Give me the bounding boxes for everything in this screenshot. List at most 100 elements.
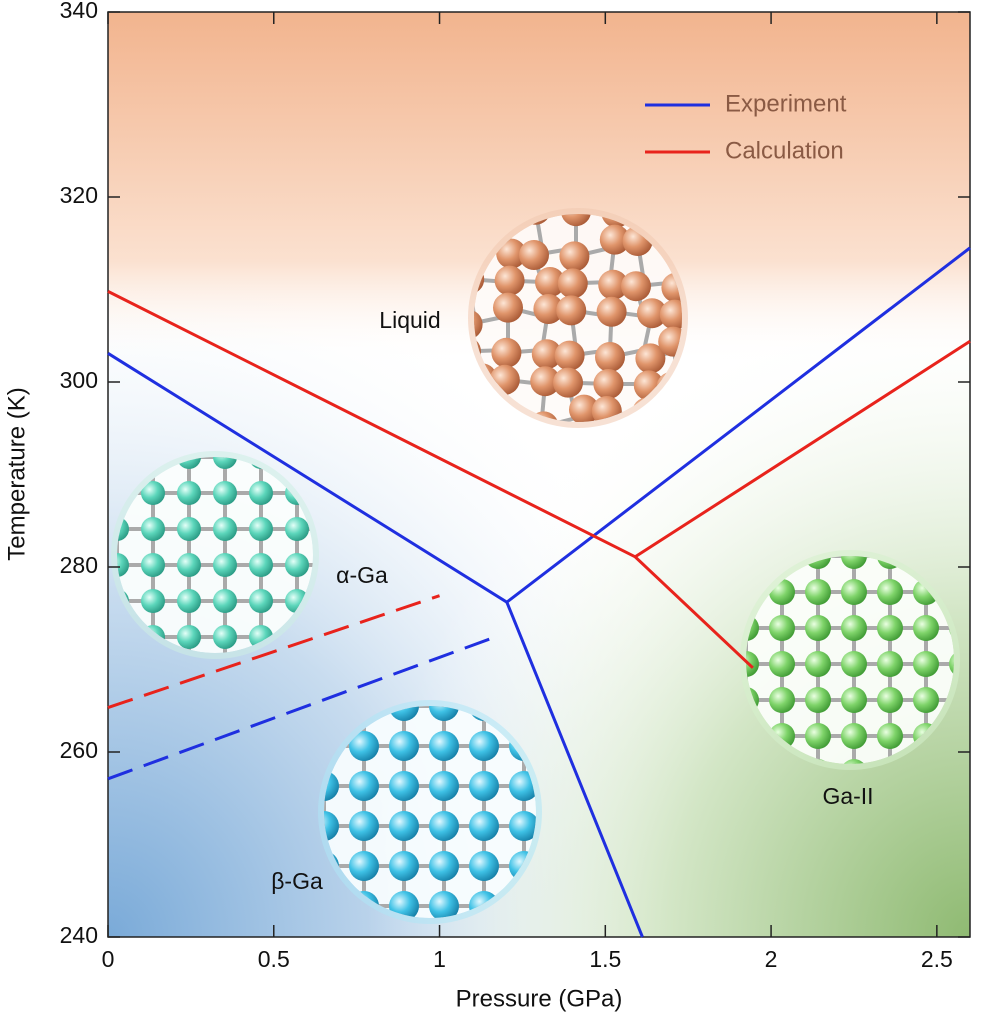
atom	[349, 851, 379, 881]
y-tick-label: 340	[60, 0, 98, 23]
atom	[429, 731, 459, 761]
atom	[491, 337, 522, 368]
legend-label: Experiment	[725, 90, 847, 117]
atom	[841, 687, 867, 713]
atom	[429, 811, 459, 841]
atom	[349, 771, 379, 801]
atom	[769, 615, 795, 641]
atom	[841, 579, 867, 605]
atom	[841, 651, 867, 677]
atom	[213, 457, 237, 469]
structures	[111, 208, 960, 924]
atom	[141, 553, 165, 577]
atom	[429, 891, 459, 918]
atom	[599, 224, 630, 255]
atom	[913, 651, 939, 677]
x-tick-label: 1	[433, 946, 446, 972]
atom	[177, 553, 201, 577]
x-tick-label: 1.5	[589, 946, 621, 972]
y-tick-label: 260	[60, 737, 98, 763]
atom	[746, 651, 759, 677]
background	[108, 12, 970, 937]
atom	[213, 553, 237, 577]
atom	[496, 238, 527, 269]
y-axis-label: Temperature (K)	[3, 387, 30, 560]
atom	[389, 706, 419, 721]
atom	[285, 517, 309, 541]
atom	[635, 343, 666, 374]
atom	[530, 366, 561, 397]
atom	[841, 556, 867, 569]
atom	[249, 553, 273, 577]
atom	[349, 811, 379, 841]
atom	[561, 214, 591, 227]
atom	[249, 517, 273, 541]
atom	[877, 579, 903, 605]
phase-line	[505, 601, 644, 938]
phase-line	[107, 290, 971, 559]
atom	[141, 517, 165, 541]
atom	[469, 811, 499, 841]
atom	[213, 481, 237, 505]
x-tick-label: 2.5	[921, 946, 953, 972]
bond	[543, 416, 577, 422]
atom	[349, 731, 379, 761]
dashed-line	[107, 634, 498, 781]
atom	[494, 265, 525, 296]
atom	[531, 339, 562, 370]
atom	[598, 269, 629, 300]
atom	[877, 615, 903, 641]
dashed-line	[107, 594, 441, 710]
y-tick-label: 240	[60, 922, 98, 948]
atom	[659, 299, 682, 330]
atom	[117, 553, 129, 577]
y-tick-label: 300	[60, 367, 98, 393]
atom	[769, 651, 795, 677]
atom	[556, 295, 587, 326]
phase-label: β-Ga	[271, 868, 323, 894]
atom	[637, 298, 667, 329]
atom	[877, 687, 903, 713]
atom	[805, 651, 831, 677]
phase-label: α-Ga	[336, 562, 388, 588]
plot-frame	[107, 11, 971, 938]
atom	[877, 651, 903, 677]
atom	[877, 723, 903, 749]
atom	[213, 517, 237, 541]
x-tick-label: 0.5	[258, 946, 290, 972]
atom	[519, 240, 549, 270]
atom	[324, 811, 339, 841]
atom	[535, 267, 565, 297]
atom	[141, 589, 165, 613]
atom	[389, 851, 419, 881]
atom	[285, 553, 309, 577]
atom	[621, 271, 651, 302]
atom	[554, 340, 585, 371]
atom	[595, 342, 625, 372]
atom	[429, 771, 459, 801]
atom	[469, 851, 499, 881]
atom	[389, 771, 419, 801]
atom	[913, 687, 939, 713]
atom	[469, 731, 499, 761]
atom	[841, 723, 867, 749]
y-tick-label: 320	[60, 182, 98, 208]
atom	[389, 811, 419, 841]
atom	[559, 241, 590, 272]
atom	[141, 481, 165, 505]
sphere	[746, 556, 954, 764]
atom	[249, 589, 273, 613]
atom	[177, 625, 201, 649]
atom	[474, 309, 483, 340]
legend-label: Calculation	[725, 137, 844, 164]
atom	[177, 589, 201, 613]
atom	[557, 268, 588, 299]
atom	[805, 723, 831, 749]
atom	[177, 517, 201, 541]
atom	[533, 294, 564, 324]
atom	[429, 706, 459, 721]
x-axis-label: Pressure (GPa)	[456, 985, 623, 1012]
atom	[177, 457, 201, 469]
phase-label: Ga-II	[822, 783, 873, 809]
